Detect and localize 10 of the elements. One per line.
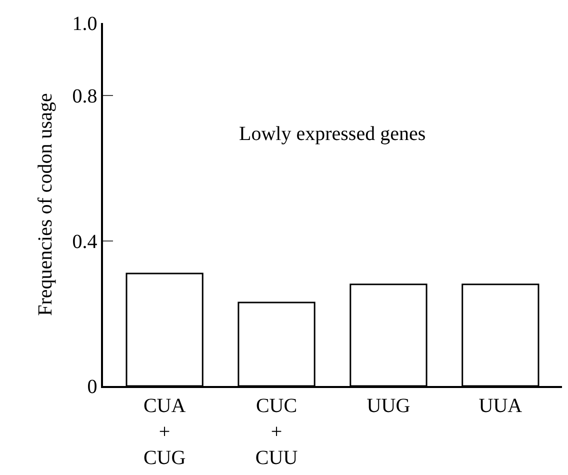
y-tick-label: 0.8 — [72, 86, 98, 108]
y-tick-label: 0 — [87, 376, 98, 398]
x-tick-label: UUG — [366, 394, 410, 417]
x-tick-label: CUC + CUU — [255, 394, 298, 469]
x-tick-label: UUA — [478, 394, 523, 417]
annotation: Lowly expressed genes — [239, 123, 426, 145]
y-tick-label: 0.4 — [72, 230, 98, 253]
y-axis-title: Frequencies of codon usage — [34, 93, 56, 316]
x-tick-label: CUA + CUG — [143, 394, 186, 469]
y-tick-label: 1.0 — [72, 13, 98, 35]
